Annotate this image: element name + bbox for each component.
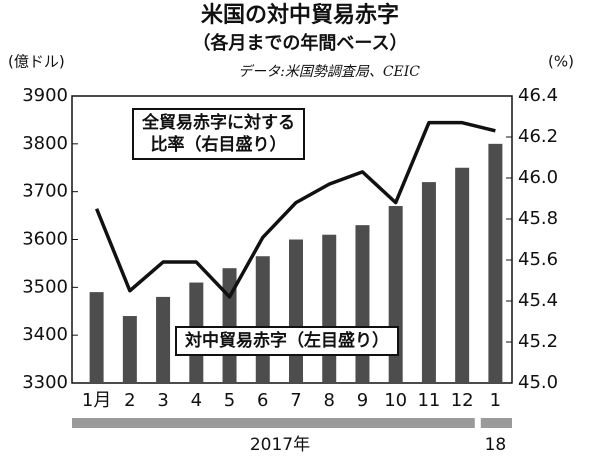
y2-tick-label: 45.2 [518, 331, 558, 352]
y2-unit: (%) [548, 53, 574, 71]
line [94, 120, 496, 299]
x-tick-label: 10 [384, 390, 407, 411]
x-tick-label: 3 [157, 390, 168, 411]
x-tick-label: 12 [451, 390, 474, 411]
bar [89, 292, 104, 383]
y2-tick-label: 45.4 [518, 290, 558, 311]
y2-tick-label: 46.4 [518, 85, 558, 106]
year-band [480, 418, 512, 428]
x-tick-label: 1 [490, 390, 501, 411]
x-tick-label: 6 [257, 390, 268, 411]
y2-tick-label: 45.0 [518, 372, 558, 393]
bar [255, 256, 270, 383]
bar [388, 206, 403, 383]
y2-tick-label: 46.2 [518, 126, 558, 147]
y-tick-label: 3800 [22, 133, 68, 154]
bar [122, 316, 137, 383]
chart-title: 米国の対中貿易赤字 [201, 2, 399, 28]
y-tick-label: 3300 [22, 372, 68, 393]
y-tick-label: 3900 [22, 85, 68, 106]
bar [156, 296, 171, 383]
bar [355, 225, 370, 383]
x-tick-label: 4 [191, 390, 202, 411]
source: データ:米国勢調査局、CEIC [238, 64, 420, 80]
y-tick-label: 3400 [22, 324, 68, 345]
y-unit: (億ドル) [8, 53, 65, 71]
year-label: 18 [485, 435, 507, 455]
x-tick-label: 1月 [82, 390, 111, 411]
chart-subtitle: （各月までの年間ベース） [192, 32, 407, 54]
year-label: 2017年 [250, 435, 310, 455]
bar [455, 167, 470, 383]
bar [322, 234, 337, 383]
x-tick-label: 5 [224, 390, 235, 411]
x-tick-label: 2 [124, 390, 135, 411]
y-tick-label: 3600 [22, 229, 68, 250]
y2-tick-label: 45.6 [518, 249, 558, 270]
y-tick-label: 3500 [22, 276, 68, 297]
bar [289, 239, 303, 383]
x-tick-label: 7 [290, 390, 301, 411]
bar [488, 143, 503, 383]
x-tick-label: 11 [417, 390, 440, 411]
series-label: 全貿易赤字に対する 比率（右目盛り） [132, 108, 305, 160]
x-tick-label: 8 [324, 390, 335, 411]
bar [421, 182, 436, 383]
x-tick-label: 9 [357, 390, 368, 411]
year-band [72, 418, 475, 428]
y2-tick-label: 45.8 [518, 208, 558, 229]
series-label: 対中貿易赤字（左目盛り） [175, 326, 399, 356]
y-tick-label: 3700 [22, 181, 68, 202]
y2-tick-label: 46.0 [518, 167, 558, 188]
